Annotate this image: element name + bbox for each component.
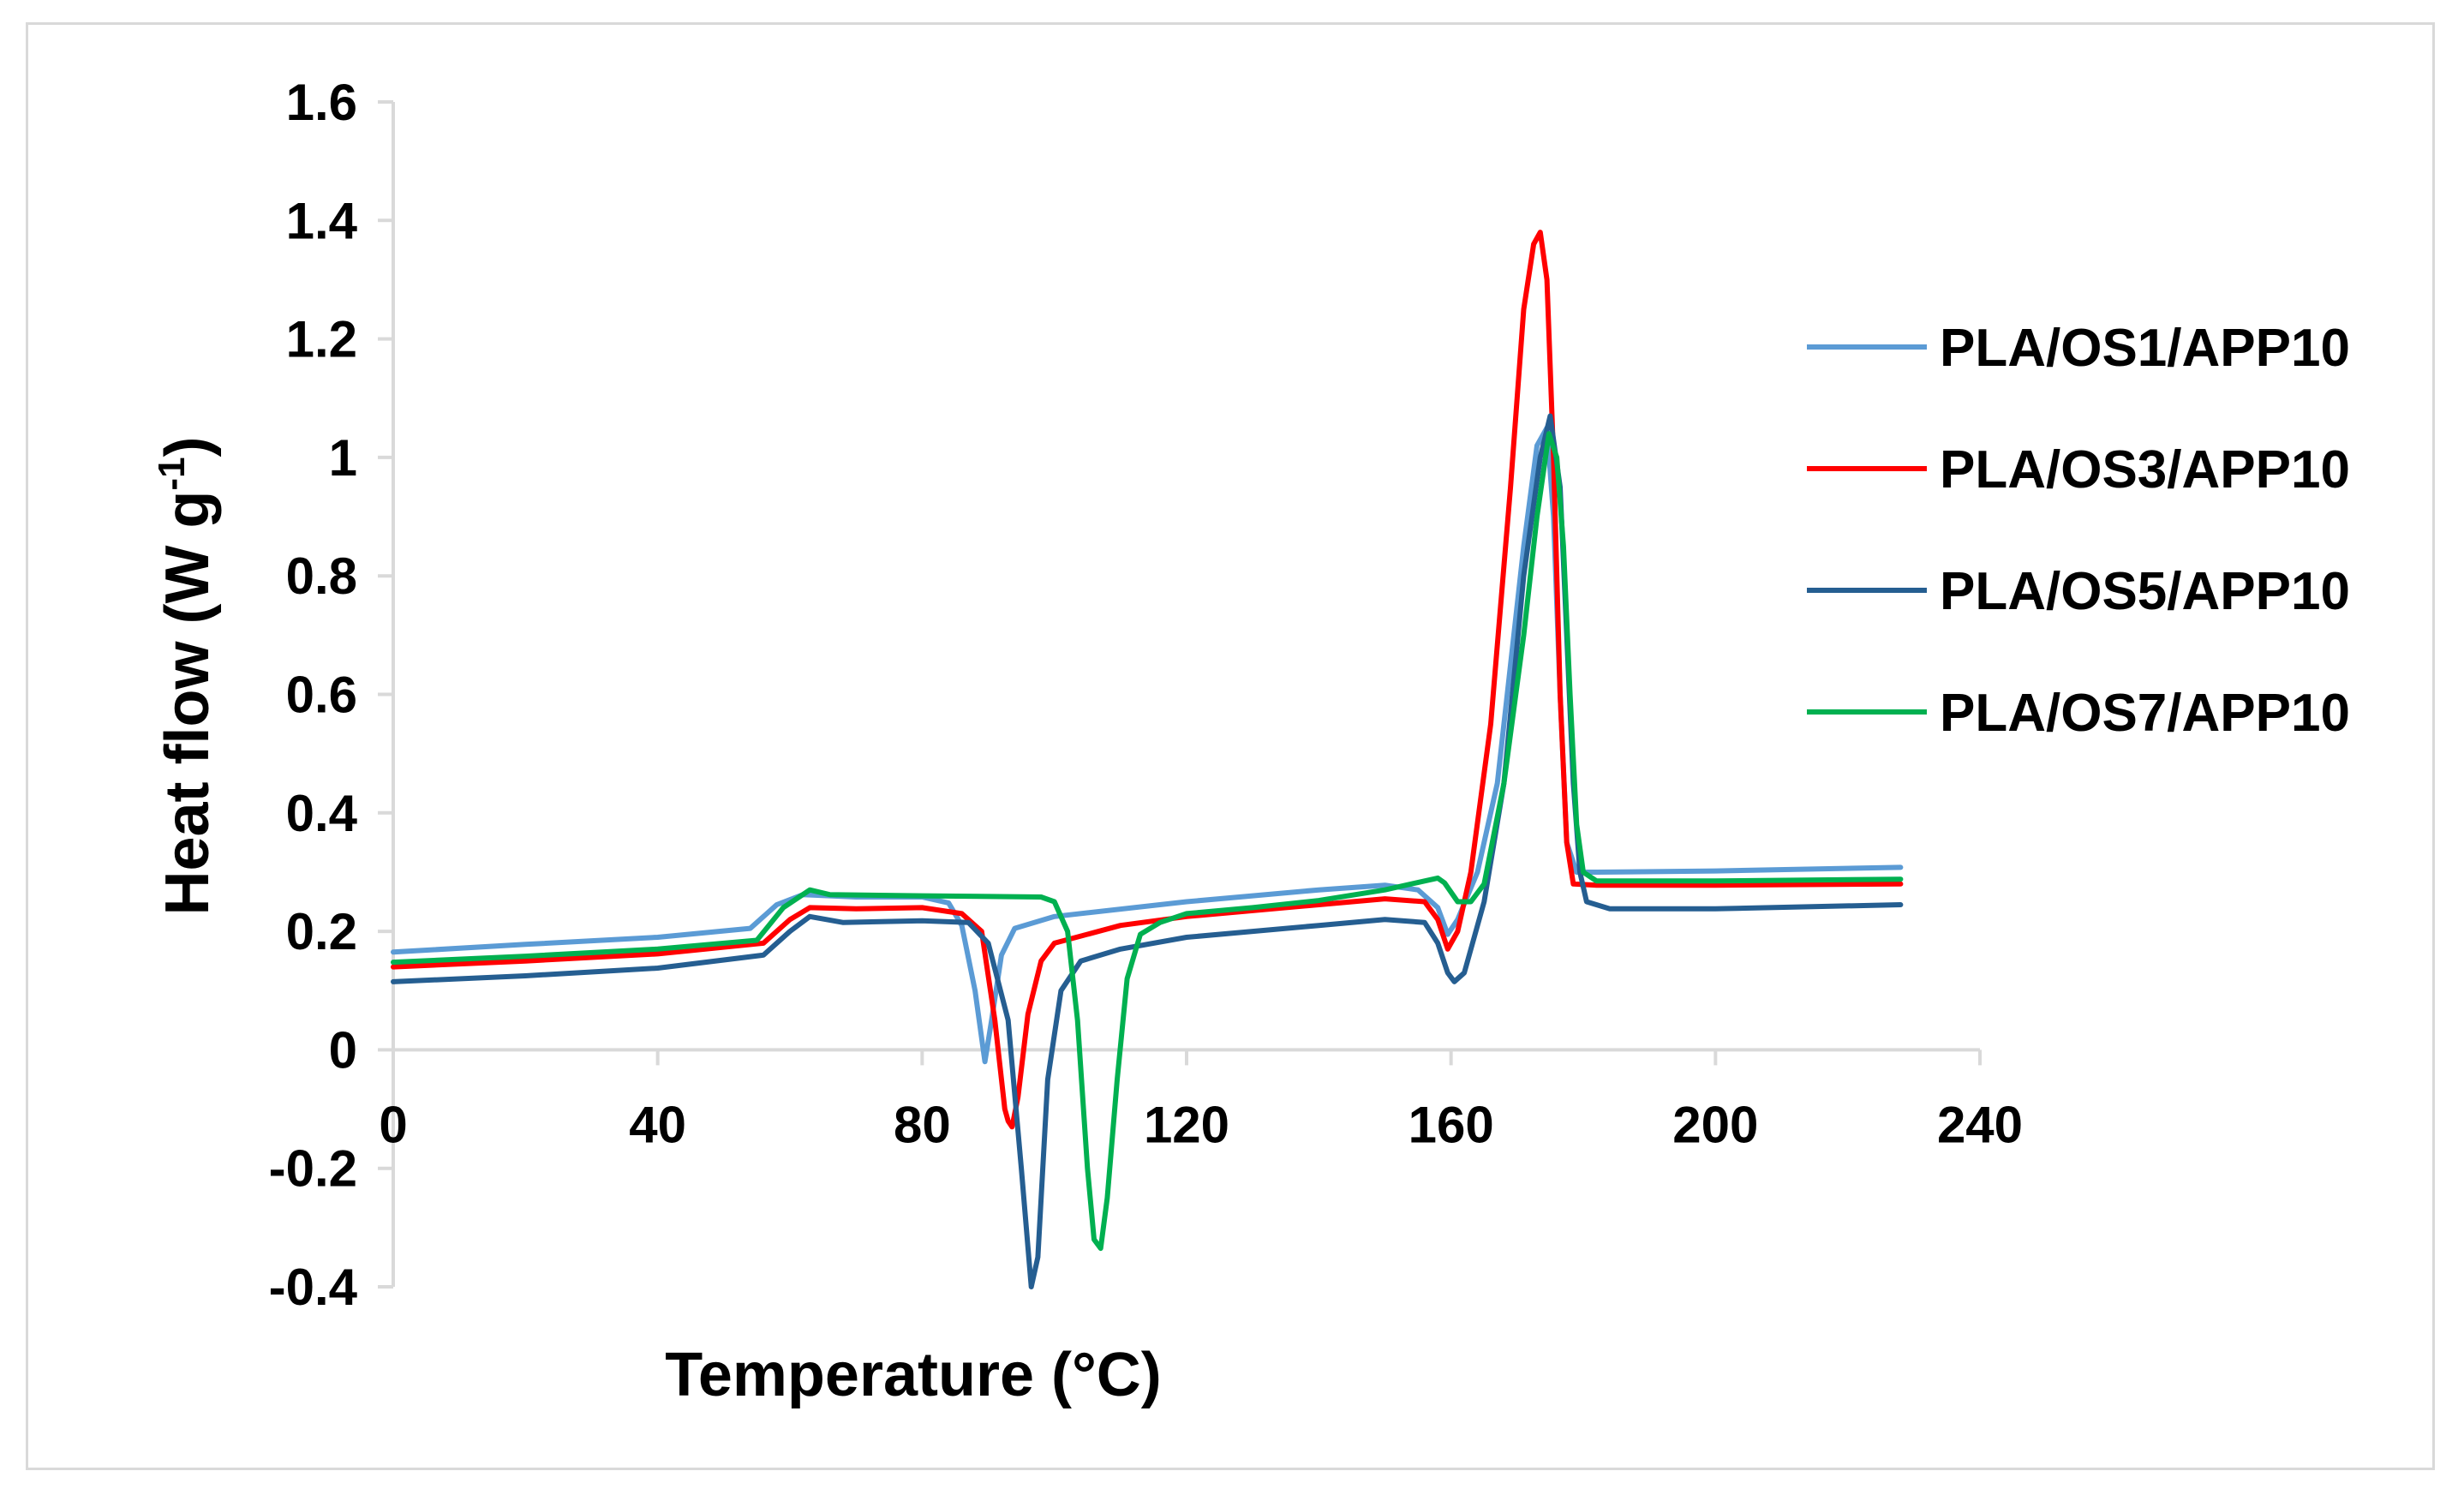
y-tick-label: 0.4 xyxy=(286,785,358,842)
chart-frame: -0.4 -0.2 0 0.2 0.4 0.6 0.8 1 1.2 1.4 1.6 0 40 80 120… xyxy=(26,22,2435,1470)
y-tick-label: 0.6 xyxy=(286,667,357,724)
y-axis-title: Heat flow (W g-1) xyxy=(151,436,222,915)
y-tick-label: 0.2 xyxy=(286,903,357,960)
legend: PLA/OS1/APP10 PLA/OS3/APP10 PLA/OS5/APP10 P… xyxy=(1807,319,2350,743)
chart-canvas: -0.4 -0.2 0 0.2 0.4 0.6 0.8 1 1.2 1.4 1.6 0 40 80 120… xyxy=(151,74,2350,1409)
x-tick-label: 240 xyxy=(1937,1096,2023,1153)
legend-label: PLA/OS5/APP10 xyxy=(1940,562,2350,621)
legend-label: PLA/OS3/APP10 xyxy=(1940,440,2350,499)
y-axis-title-superscript: -1 xyxy=(151,457,193,490)
x-tick-label: 120 xyxy=(1144,1096,1229,1153)
y-tick-label: 1.2 xyxy=(286,311,357,368)
x-tick-label: 160 xyxy=(1408,1096,1494,1153)
y-tick-label: -0.4 xyxy=(269,1259,358,1316)
series-line-3 xyxy=(391,413,1904,1289)
y-tick-label: 1.4 xyxy=(286,192,358,249)
y-axis-title-close: ) xyxy=(153,436,222,457)
y-tick-label: 0 xyxy=(329,1021,357,1079)
x-tick-label: 200 xyxy=(1672,1096,1758,1153)
legend-label: PLA/OS1/APP10 xyxy=(1940,319,2350,378)
legend-label: PLA/OS7/APP10 xyxy=(1940,684,2350,743)
y-tick-label: 1.6 xyxy=(286,74,357,131)
x-tick-label: 40 xyxy=(629,1096,686,1153)
y-ticks: -0.4 -0.2 0 0.2 0.4 0.6 0.8 1 1.2 1.4 1.6 xyxy=(269,74,393,1316)
y-tick-label: 0.8 xyxy=(286,547,357,605)
axes: -0.4 -0.2 0 0.2 0.4 0.6 0.8 1 1.2 1.4 1.6 0 40 80 120… xyxy=(269,74,2023,1316)
x-axis-title: Temperature (°C) xyxy=(665,1341,1162,1409)
series-line-1 xyxy=(391,425,1904,1065)
series-line-2 xyxy=(391,230,1904,1130)
series-layer xyxy=(391,230,1904,1289)
series-line-4 xyxy=(391,431,1904,1252)
y-tick-label: -0.2 xyxy=(269,1140,357,1198)
y-tick-label: 1 xyxy=(329,429,357,487)
x-tick-label: 0 xyxy=(379,1096,407,1153)
y-axis-title-main: Heat flow (W g xyxy=(153,491,222,916)
x-ticks: 0 40 80 120 160 200 240 xyxy=(379,1050,2023,1153)
x-tick-label: 80 xyxy=(894,1096,951,1153)
